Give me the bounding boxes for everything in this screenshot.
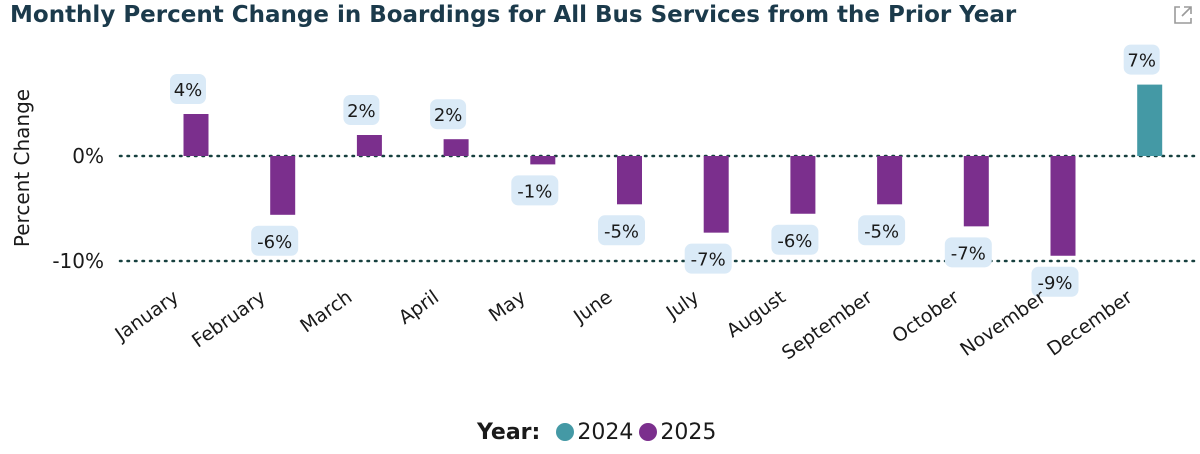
bar-february[interactable] [270,156,296,215]
x-tick-label: November [956,286,1050,361]
legend-swatch-2025 [639,423,658,441]
bar-october[interactable] [963,156,989,227]
legend-item-2025[interactable]: 2025 [639,420,716,445]
legend-swatch-2024 [556,423,575,441]
bar-may[interactable] [530,156,556,165]
data-label: -1% [511,175,559,206]
data-label-text: -1% [517,181,552,202]
data-label-text: 2% [347,101,376,122]
data-label: -7% [944,237,992,268]
data-label-bg [170,74,206,104]
legend-label-2025: 2025 [660,419,717,445]
data-label-text: 4% [174,80,203,101]
x-axis-ticks: January February March April May June July Augu… [110,286,1136,364]
gridlines [118,154,1198,263]
x-tick-label: April [395,286,443,329]
data-label-text: 2% [434,105,463,126]
data-label-bg [430,99,467,130]
x-tick-label: May [485,286,530,327]
data-label: 2% [343,95,380,125]
x-tick-label: July [662,286,703,324]
x-tick-label: August [723,286,790,342]
data-label-bg [944,237,992,268]
data-label-bg [251,225,299,256]
x-tick-label: June [569,286,616,328]
data-label: -9% [1031,266,1079,297]
bar-august[interactable] [790,156,816,214]
x-tick-label: October [888,286,963,348]
data-label-bg [343,95,380,125]
legend-label-2024: 2024 [577,419,634,445]
x-tick-label: September [778,286,877,364]
data-label-bg [1123,44,1160,75]
bar-december[interactable] [1137,84,1163,156]
data-label: -6% [251,225,299,256]
data-label: -5% [598,215,645,246]
bar-november[interactable] [1050,156,1076,256]
bars [183,84,1163,256]
data-label-text: -6% [777,231,812,252]
data-label-bg [684,243,732,274]
data-label-bg [1031,266,1079,297]
x-tick-label: January [110,286,182,346]
data-label: -7% [684,243,732,274]
expand-icon[interactable] [1170,2,1196,28]
data-label-bg [771,224,819,255]
bar-june[interactable] [617,156,642,205]
legend-title: Year: [477,419,541,445]
data-label-text: -6% [257,232,292,253]
data-label-bg [598,215,645,246]
data-label: 2% [430,99,467,130]
data-label-text: -7% [951,243,986,264]
data-label-bg [511,175,559,206]
bar-january[interactable] [183,114,209,156]
data-label-text: -5% [604,221,639,242]
y-tick-label: -10% [52,249,104,273]
x-tick-label: March [296,286,356,337]
y-tick-label: 0% [72,144,104,168]
x-tick-label: December [1043,286,1136,361]
bar-april[interactable] [443,139,469,156]
bar-march[interactable] [356,135,382,156]
data-label: 4% [170,74,206,104]
expand-icon-glyph [1174,6,1192,24]
bar-september[interactable] [877,156,903,205]
data-label-text: -7% [691,250,726,271]
x-tick-label: February [188,286,270,352]
data-label: 7% [1123,44,1160,75]
y-axis-label: Percent Change [10,89,34,247]
data-label: -6% [771,224,819,255]
legend-item-2024[interactable]: 2024 [556,420,633,445]
chart-title: Monthly Percent Change in Boardings for … [10,2,1017,28]
data-label-text: -9% [1037,273,1072,294]
data-label: -5% [858,215,906,246]
legend: Year: 2024 2025 [477,417,722,447]
data-label-bg [858,215,906,246]
y-axis-ticks: 0% -10% [52,144,104,273]
bar-july[interactable] [703,156,729,233]
data-labels: 4% -6% 2% 2% -1% -5% -7% -6% -5% -7% -9% 7% [170,44,1160,297]
data-label-text: -5% [864,221,899,242]
data-label-text: 7% [1127,51,1156,72]
